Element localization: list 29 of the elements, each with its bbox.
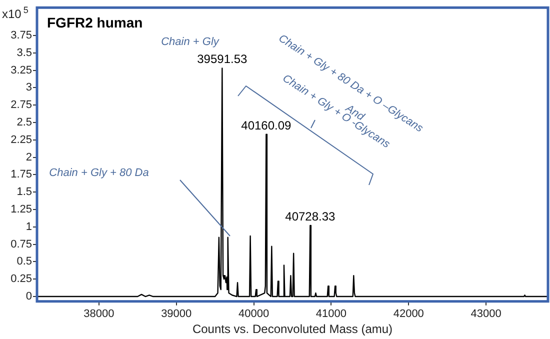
annotation: 40728.33 (285, 210, 336, 224)
y-tick-label: 2.75 (10, 99, 32, 112)
y-tick-label: 2.25 (10, 134, 32, 146)
y-tick-label: 1.5 (16, 186, 32, 198)
x-tick-label: 41000 (316, 308, 347, 320)
y-tick-label: 3.25 (10, 64, 32, 76)
y-tick-label: 2 (26, 151, 32, 164)
y-tick-label: 0.75 (10, 238, 32, 250)
text: FGFR2 human (47, 14, 143, 31)
y-tick-label: 0.5 (16, 256, 32, 268)
y-tick-label: 3.75 (10, 29, 32, 42)
y-tick-label: 1.25 (10, 204, 32, 216)
y-tick-label: 2.5 (16, 116, 32, 129)
y-tick-label: 1 (26, 220, 32, 233)
x-tick-label: 38000 (84, 308, 114, 320)
annotation: 40160.09 (241, 118, 292, 132)
annotation: Chain + Gly + 80 Da (49, 167, 149, 179)
y-tick-label: 0.25 (10, 273, 32, 286)
y-tick-label: 1.75 (10, 168, 32, 181)
x-tick-label: 42000 (393, 308, 424, 320)
x-tick-label: 40000 (238, 308, 270, 320)
x-axis-title: Counts vs. Deconvoluted Mass (amu) (192, 322, 393, 336)
annotation: 39591.53 (197, 52, 248, 66)
y-tick-label: 0 (26, 290, 32, 303)
y-tick-label: 3 (26, 82, 32, 94)
x-tick-label: 43000 (470, 308, 502, 320)
y-tick-label: 3.5 (16, 46, 32, 59)
x-tick-label: 39000 (161, 308, 192, 320)
annotation: Chain + Gly (161, 36, 220, 48)
